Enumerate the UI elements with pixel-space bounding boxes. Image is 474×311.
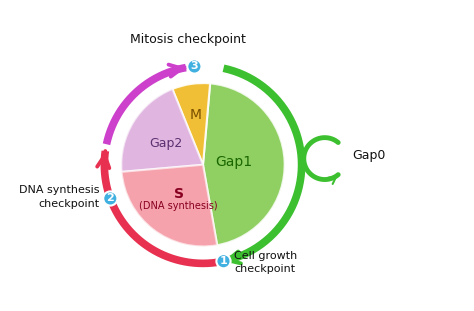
Circle shape — [103, 191, 118, 206]
Text: Gap2: Gap2 — [150, 137, 183, 150]
Wedge shape — [121, 89, 203, 172]
Text: S: S — [173, 187, 183, 201]
Wedge shape — [173, 83, 210, 165]
Circle shape — [187, 59, 201, 74]
Text: Mitosis checkpoint: Mitosis checkpoint — [130, 34, 246, 46]
Text: M: M — [190, 108, 202, 122]
Text: DNA synthesis
checkpoint: DNA synthesis checkpoint — [19, 185, 100, 209]
Text: (DNA synthesis): (DNA synthesis) — [139, 201, 218, 211]
Wedge shape — [203, 83, 285, 245]
Circle shape — [217, 254, 230, 268]
Text: 1: 1 — [219, 256, 228, 266]
Wedge shape — [122, 165, 217, 246]
Text: Gap0: Gap0 — [352, 149, 385, 162]
Text: 3: 3 — [191, 62, 198, 72]
Text: 2: 2 — [107, 193, 114, 203]
Text: Cell growth
checkpoint: Cell growth checkpoint — [234, 251, 298, 274]
Text: Gap1: Gap1 — [215, 155, 252, 169]
